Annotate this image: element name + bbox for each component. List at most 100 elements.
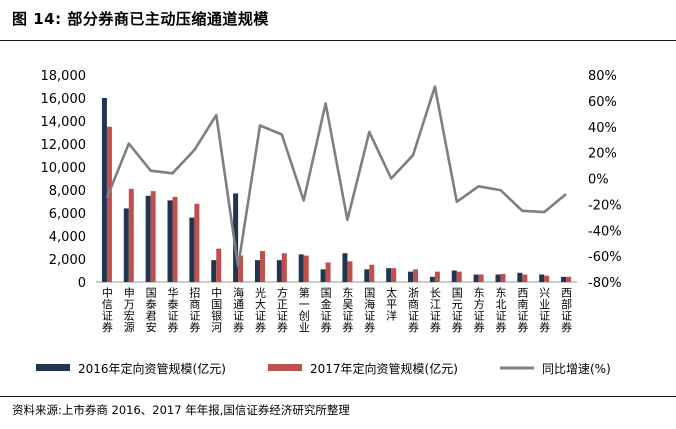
bar-2016 [298,254,304,282]
bar-2017 [172,196,178,282]
bar-2017 [413,269,419,282]
bar-2017 [216,248,222,282]
x-tick-label: 方正证券 [275,286,288,333]
bar-2016 [211,260,217,282]
x-tick-label: 国泰君安 [144,287,157,334]
y-left-tick-label: 14,000 [41,115,87,130]
source-note: 资料来源:上市券商 2016、2017 年年报,国信证券经济研究所整理 [12,403,350,417]
bar-2017 [369,264,375,282]
y-left-tick-label: 16,000 [41,92,87,107]
bar-2017 [303,255,309,282]
bar-2016 [101,98,107,282]
y-left-tick-label: 18,000 [41,69,87,84]
y-left-tick-label: 6,000 [49,207,86,222]
bar-2016 [408,271,414,282]
bar-2016 [145,195,151,282]
bar-2017 [391,268,397,282]
y-left-tick-label: 10,000 [41,161,87,176]
bar-2016 [342,253,348,282]
bar-2016 [233,193,239,282]
x-tick-label: 招商证券 [188,286,201,333]
chart-bars [101,98,572,282]
bar-2016 [473,274,479,282]
figure-title: 图 14: 部分券商已主动压缩通道规模 [12,10,269,28]
y-right-tick-label: 20% [588,147,617,162]
bar-2017 [259,250,265,282]
y-left-tick-label: 4,000 [49,230,86,245]
bar-2016 [276,260,282,282]
growth-line [105,85,567,268]
legend-swatch [36,364,70,371]
bar-2017 [281,253,287,282]
bar-2016 [561,276,567,282]
x-tick-label: 兴业证券 [538,287,551,333]
legend-swatch [268,364,302,371]
y-left-tick-label: 0 [78,276,86,291]
title-rule [0,40,676,41]
x-tick-label: 东吴证券 [341,287,354,333]
bar-2016 [539,274,545,282]
x-tick-label: 光大证券 [253,286,266,333]
x-tick-label: 中信证券 [100,287,113,333]
y-right-tick-label: 40% [588,121,617,136]
bar-2017 [150,191,156,282]
x-tick-label: 申万宏源 [122,287,135,334]
x-tick-label: 西部证券 [560,287,573,333]
x-tick-label: 第一创业 [297,286,310,333]
x-tick-label: 国元证券 [450,287,463,333]
x-tick-label: 华泰证券 [166,286,179,333]
bar-2017 [434,271,440,282]
y-right-tick-label: -60% [588,250,622,265]
bar-2017 [347,261,353,282]
bar-2017 [128,188,134,282]
bar-2017 [478,274,484,282]
legend-label: 2016年定向资管规模(亿元) [78,361,226,376]
bar-2017 [566,276,572,282]
y-right-tick-label: -40% [588,224,622,239]
y-right-tick-label: 60% [588,95,617,110]
y-left-tick-label: 2,000 [49,253,86,268]
x-tick-label: 海通证券 [232,286,245,333]
bar-2017 [106,126,112,282]
bar-2017 [238,255,244,282]
bar-2017 [500,273,506,282]
bar-2017 [544,275,550,282]
x-tick-label: 东方证券 [472,287,485,333]
x-tick-label: 太平洋 [385,287,398,322]
bar-2017 [325,262,331,282]
chart-legend: 2016年定向资管规模(亿元) 2017年定向资管规模(亿元) 同比增速(%) [36,361,611,376]
bar-2016 [495,274,501,282]
bar-2017 [456,271,462,282]
bar-2016 [517,272,523,282]
x-tick-label: 国金证券 [319,287,332,333]
x-tick-label: 东北证券 [494,287,507,333]
bar-2016 [386,268,392,282]
bar-2016 [167,200,173,282]
x-tick-label: 中国银河 [210,287,223,333]
y-left-tick-label: 8,000 [49,184,86,199]
y-right-tick-label: -20% [588,198,622,213]
y-right-tick-label: -80% [588,276,622,291]
bar-2016 [254,260,260,282]
bar-2016 [364,269,370,282]
bar-2016 [189,217,195,282]
bar-2016 [320,269,326,282]
legend-label: 同比增速(%) [542,362,611,376]
growth-line-path [105,85,567,268]
bar-2017 [522,274,528,282]
combo-chart: 0 2,000 4,000 6,000 8,000 10,000 12,000 14,000 1… [36,69,622,376]
y-right-tick-label: 0% [588,173,609,188]
bar-2017 [194,203,200,282]
y-left-tick-label: 12,000 [41,138,87,153]
x-tick-label: 浙商证券 [407,287,420,333]
chart-axes: 0 2,000 4,000 6,000 8,000 10,000 12,000 14,000 1… [41,69,622,333]
x-tick-label: 长江证券 [428,287,441,333]
legend-label: 2017年定向资管规模(亿元) [310,361,458,376]
y-right-tick-label: 80% [588,69,617,84]
bar-2016 [429,276,435,282]
x-tick-label: 国海证券 [363,287,376,333]
bar-2016 [451,270,457,282]
source-rule [0,396,676,397]
bar-2016 [123,208,129,282]
x-tick-label: 西南证券 [516,287,529,333]
